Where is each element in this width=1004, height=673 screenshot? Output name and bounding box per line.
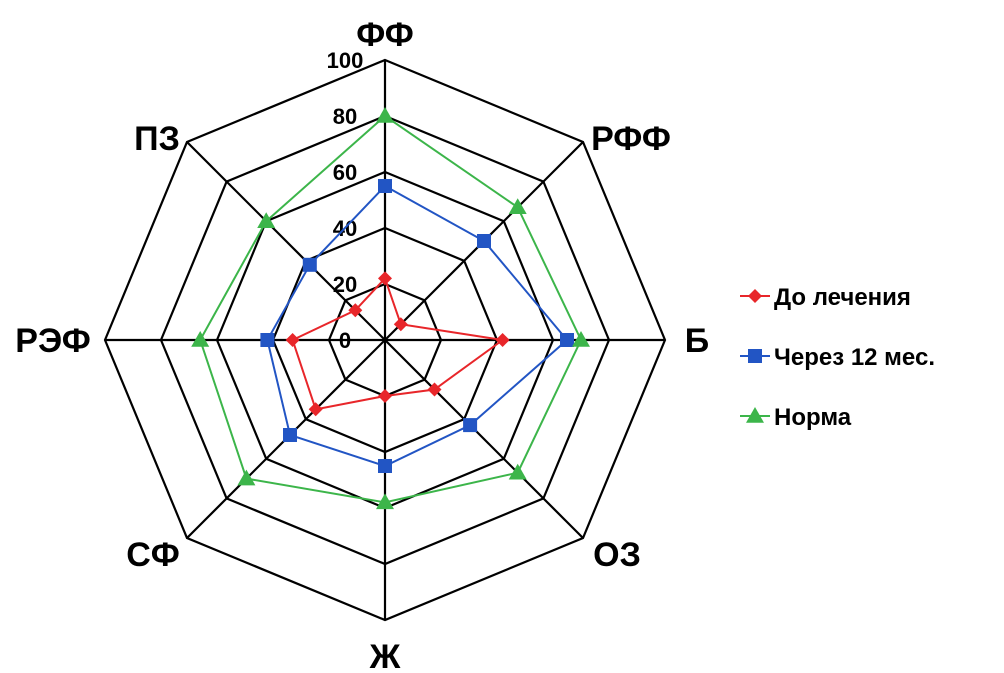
category-label-6: РЭФ <box>15 322 90 360</box>
series-1 <box>260 179 574 473</box>
series-0-point-3 <box>427 382 442 397</box>
series-0-point-0 <box>378 271 392 286</box>
spoke-3 <box>384 339 584 539</box>
series-2-point-6 <box>191 331 210 347</box>
series-1-point-5 <box>283 428 297 442</box>
legend-marker-1 <box>748 349 762 363</box>
series-0-point-7 <box>348 303 363 318</box>
series-2-point-4 <box>376 493 394 510</box>
series-0-point-5 <box>308 402 323 417</box>
series-layer <box>191 107 590 510</box>
tick-label-80: 80 <box>333 104 357 129</box>
series-1-point-7 <box>302 257 317 272</box>
category-label-1: РФФ <box>591 120 671 158</box>
series-2-point-3 <box>508 463 527 480</box>
legend-item-0: До лечения <box>740 284 911 311</box>
category-label-0: ФФ <box>356 16 414 54</box>
series-0-point-1 <box>393 317 408 332</box>
series-1-point-4 <box>378 459 392 473</box>
series-2-point-2 <box>572 331 590 347</box>
legend-marker-0 <box>748 289 762 303</box>
tick-label-60: 60 <box>333 160 357 185</box>
series-2-point-0 <box>376 107 394 123</box>
legend-item-1: Через 12 мес. <box>740 344 935 371</box>
tick-label-100: 100 <box>327 48 364 73</box>
series-2-point-7 <box>257 212 276 228</box>
series-0-point-6 <box>285 333 300 347</box>
legend-label-1: Через 12 мес. <box>774 344 935 371</box>
tick-label-0: 0 <box>339 328 351 353</box>
series-1-point-2 <box>560 333 574 347</box>
legend-label-0: До лечения <box>774 284 911 311</box>
legend-label-2: Норма <box>774 404 852 431</box>
series-0 <box>285 271 510 417</box>
legend-marker-2 <box>746 407 764 423</box>
series-2 <box>191 107 590 510</box>
category-label-7: ПЗ <box>134 120 180 158</box>
radar-grid <box>103 58 667 622</box>
category-label-3: ОЗ <box>593 536 641 574</box>
category-label-2: Б <box>685 322 709 360</box>
series-1-point-3 <box>463 418 478 433</box>
series-0-point-2 <box>495 333 510 347</box>
tick-label-20: 20 <box>333 272 357 297</box>
series-1-point-1 <box>477 234 491 248</box>
category-label-4: Ж <box>369 638 401 673</box>
series-2-point-5 <box>237 469 256 486</box>
category-label-5: СФ <box>126 536 180 574</box>
category-labels: ФФ РФФ Б ОЗ Ж СФ РЭФ ПЗ <box>15 16 709 673</box>
series-2-point-1 <box>508 198 527 215</box>
series-1-point-0 <box>378 179 392 193</box>
legend: До лечения Через 12 мес. Норма <box>740 284 935 431</box>
series-0-point-4 <box>378 389 392 403</box>
legend-item-2: Норма <box>740 404 852 431</box>
series-1-point-6 <box>260 333 275 347</box>
